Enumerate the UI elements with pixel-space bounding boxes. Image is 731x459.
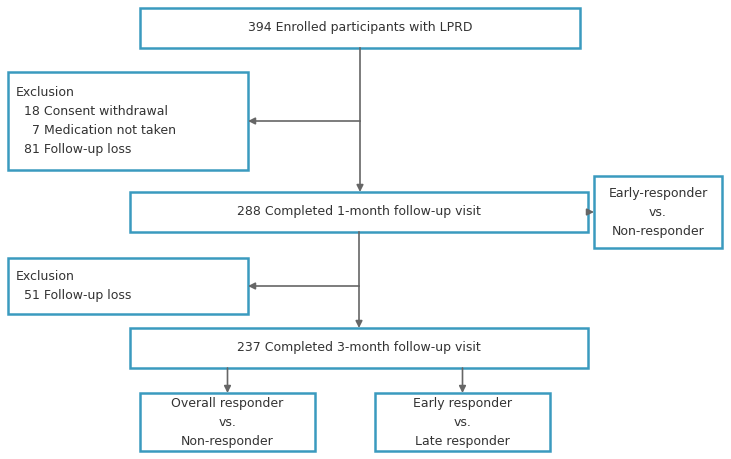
FancyBboxPatch shape [594,176,722,248]
FancyBboxPatch shape [130,328,588,368]
Text: Early-responder
vs.
Non-responder: Early-responder vs. Non-responder [608,186,708,237]
FancyBboxPatch shape [8,72,248,170]
FancyBboxPatch shape [130,192,588,232]
FancyBboxPatch shape [140,393,315,451]
Text: 394 Enrolled participants with LPRD: 394 Enrolled participants with LPRD [248,22,472,34]
FancyBboxPatch shape [8,258,248,314]
FancyBboxPatch shape [375,393,550,451]
Text: Exclusion
  18 Consent withdrawal
    7 Medication not taken
  81 Follow-up loss: Exclusion 18 Consent withdrawal 7 Medica… [16,86,176,156]
Text: Overall responder
vs.
Non-responder: Overall responder vs. Non-responder [171,397,284,448]
Text: 288 Completed 1-month follow-up visit: 288 Completed 1-month follow-up visit [237,206,481,218]
Text: Exclusion
  51 Follow-up loss: Exclusion 51 Follow-up loss [16,270,132,302]
FancyBboxPatch shape [140,8,580,48]
Text: 237 Completed 3-month follow-up visit: 237 Completed 3-month follow-up visit [237,341,481,354]
Text: Early responder
vs.
Late responder: Early responder vs. Late responder [413,397,512,448]
